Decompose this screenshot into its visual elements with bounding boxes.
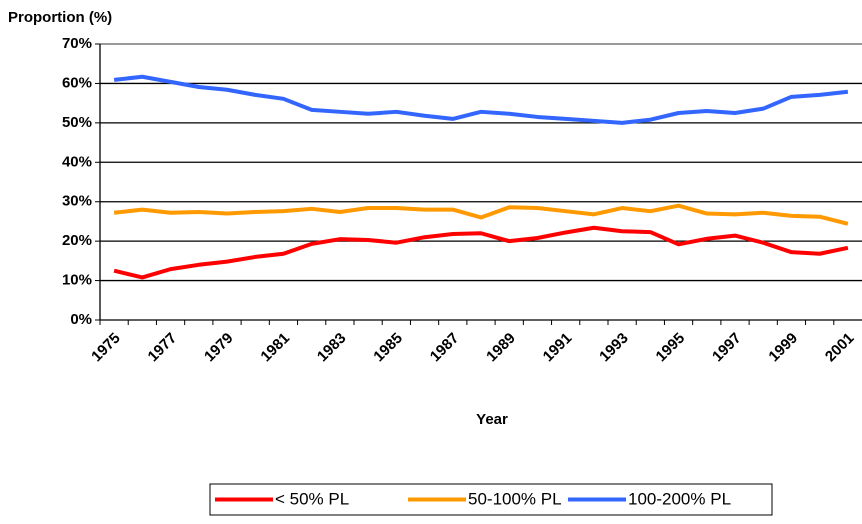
y-axis-title: Proportion (%)	[8, 9, 112, 26]
x-tick-label: 1991	[540, 330, 576, 366]
x-tick-label: 1983	[314, 330, 350, 366]
y-tick-label: 40%	[62, 153, 92, 170]
legend-label: 100-200% PL	[628, 489, 731, 508]
x-tick-label: 1989	[483, 330, 519, 366]
x-tick-label: 1975	[88, 330, 124, 366]
x-tick-label: 1997	[709, 330, 745, 366]
y-tick-label: 50%	[62, 114, 92, 131]
y-tick-label: 20%	[62, 232, 92, 249]
legend-box	[209, 483, 773, 516]
x-tick-label: 2001	[822, 330, 858, 366]
x-tick-label: 1985	[370, 330, 406, 366]
x-tick-label: 1993	[596, 330, 632, 366]
x-tick-label: 1999	[765, 330, 801, 366]
x-axis-title: Year	[476, 411, 508, 428]
y-tick-label: 0%	[70, 311, 92, 328]
x-tick-label: 1995	[653, 330, 689, 366]
y-tick-label: 70%	[62, 35, 92, 52]
y-tick-label: 10%	[62, 272, 92, 289]
legend-label: < 50% PL	[275, 489, 349, 508]
y-tick-label: 60%	[62, 74, 92, 91]
x-tick-label: 1977	[145, 330, 181, 366]
line-series	[113, 74, 849, 125]
x-tick-label: 1979	[201, 330, 237, 366]
line-series	[113, 225, 849, 280]
x-tick-label: 1981	[257, 330, 293, 366]
x-tick-label: 1987	[427, 330, 463, 366]
y-tick-label: 30%	[62, 193, 92, 210]
line-series	[113, 203, 849, 226]
legend-label: 50-100% PL	[468, 489, 562, 508]
